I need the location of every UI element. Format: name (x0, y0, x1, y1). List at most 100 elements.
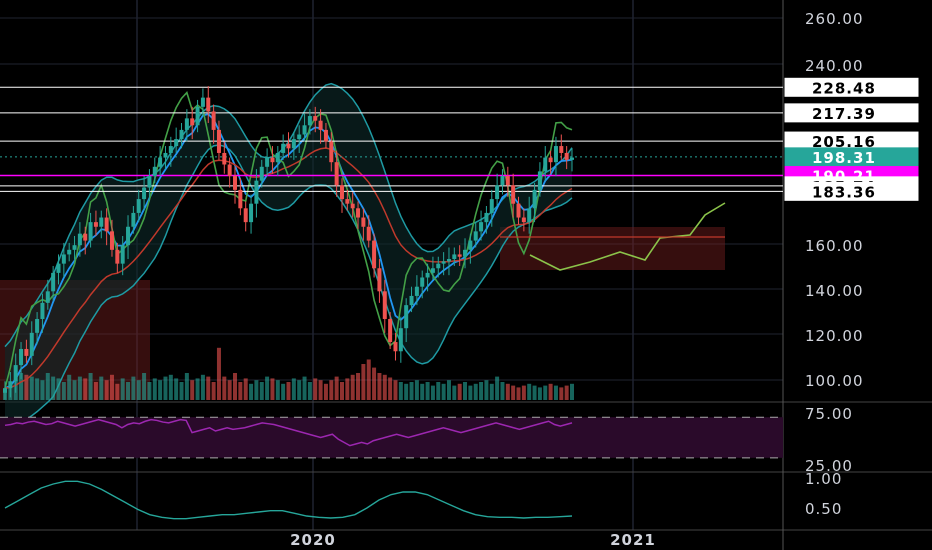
oscillator-tick-label: 1.00 (805, 470, 842, 488)
candle-body (109, 231, 114, 250)
volume-bar (152, 378, 157, 400)
candle-body (254, 180, 259, 204)
volume-bar (200, 374, 205, 400)
volume-bar (318, 380, 323, 400)
candle-body (430, 268, 435, 273)
price-tick-label: 100.00 (805, 372, 864, 390)
price-tick-label: 260.00 (805, 10, 864, 28)
volume-bar (83, 378, 88, 400)
volume-bar (307, 382, 312, 400)
candle-body (24, 348, 29, 356)
volume-bar (521, 385, 526, 400)
volume-bar (345, 378, 350, 400)
volume-bar (479, 382, 484, 400)
volume-bar (72, 380, 77, 400)
volume-bar (147, 382, 152, 400)
candle-body (382, 291, 387, 319)
volume-bar (45, 373, 50, 400)
volume-bar (564, 385, 569, 400)
candle-body (436, 263, 441, 269)
candle-body (126, 226, 131, 246)
volume-bar (334, 376, 339, 400)
oscillator-line (4, 480, 573, 520)
candle-body (104, 217, 109, 232)
volume-bar (120, 378, 125, 400)
candle-body (88, 222, 93, 241)
candle-body (249, 203, 254, 223)
volume-bar (570, 383, 574, 400)
candle-body (484, 212, 489, 223)
candle-body (243, 208, 248, 223)
volume-bar (313, 378, 318, 400)
candle-body (29, 332, 34, 356)
volume-bar (414, 380, 419, 400)
volume-bar (463, 382, 468, 400)
volume-bar (99, 376, 104, 400)
candle-body (521, 217, 526, 223)
price-tag-box (784, 77, 919, 97)
candle-body (334, 162, 339, 186)
candle-body (553, 146, 558, 163)
volume-bar (339, 382, 344, 400)
volume-bar (88, 373, 93, 400)
volume-bar (553, 385, 558, 400)
candle-body (99, 217, 104, 227)
candle-body (345, 199, 350, 204)
candle-body (136, 199, 141, 213)
volume-bar (158, 380, 163, 400)
rsi-line (4, 418, 573, 447)
price-tag-label: 198.31 (812, 149, 876, 167)
candle-body (265, 157, 270, 167)
volume-bar (77, 376, 82, 400)
rsi-tick-label: 75.00 (805, 405, 853, 423)
volume-bar (104, 380, 109, 400)
price-tick-label: 140.00 (805, 282, 864, 300)
volume-bar (265, 376, 270, 400)
candle-body (83, 233, 88, 241)
volume-bar (93, 382, 98, 400)
volume-bar (190, 380, 195, 400)
volume-bar (40, 380, 45, 400)
price-tick-label: 160.00 (805, 237, 864, 255)
candle-body (404, 305, 409, 329)
volume-bar (495, 376, 500, 400)
candle-body (227, 164, 232, 177)
candle-body (446, 259, 451, 262)
volume-bar (184, 373, 189, 400)
volume-bar (457, 383, 462, 400)
candle-body (147, 176, 152, 188)
candle-body (152, 166, 157, 177)
candle-body (142, 187, 147, 200)
candle-body (3, 388, 7, 393)
volume-bar (174, 378, 179, 400)
candle-body (409, 295, 414, 306)
volume-bar (270, 378, 275, 400)
volume-bar (136, 380, 141, 400)
candle-body (548, 157, 553, 163)
candle-body (184, 118, 189, 130)
volume-bar (291, 378, 296, 400)
lagging-span-line (4, 91, 573, 389)
oscillator-pane (4, 480, 573, 520)
candle-body (361, 217, 366, 227)
candle-body (291, 139, 296, 149)
candle-body (393, 342, 398, 352)
candle-body (56, 263, 61, 273)
volume-bar (559, 387, 564, 400)
volume-bar (131, 376, 136, 400)
volume-bar (382, 374, 387, 400)
candle-body (537, 171, 542, 190)
volume-bar (409, 382, 414, 400)
candle-body (323, 129, 328, 142)
candle-body (505, 176, 510, 186)
candle-body (511, 185, 516, 204)
candle-body (339, 185, 344, 200)
rsi-band (0, 417, 783, 458)
price-tag-box (784, 181, 919, 201)
candle-body (527, 208, 532, 223)
volume-bar (275, 380, 280, 400)
candle-body (313, 116, 318, 121)
candle-body (115, 249, 120, 264)
candle-body (570, 157, 574, 160)
